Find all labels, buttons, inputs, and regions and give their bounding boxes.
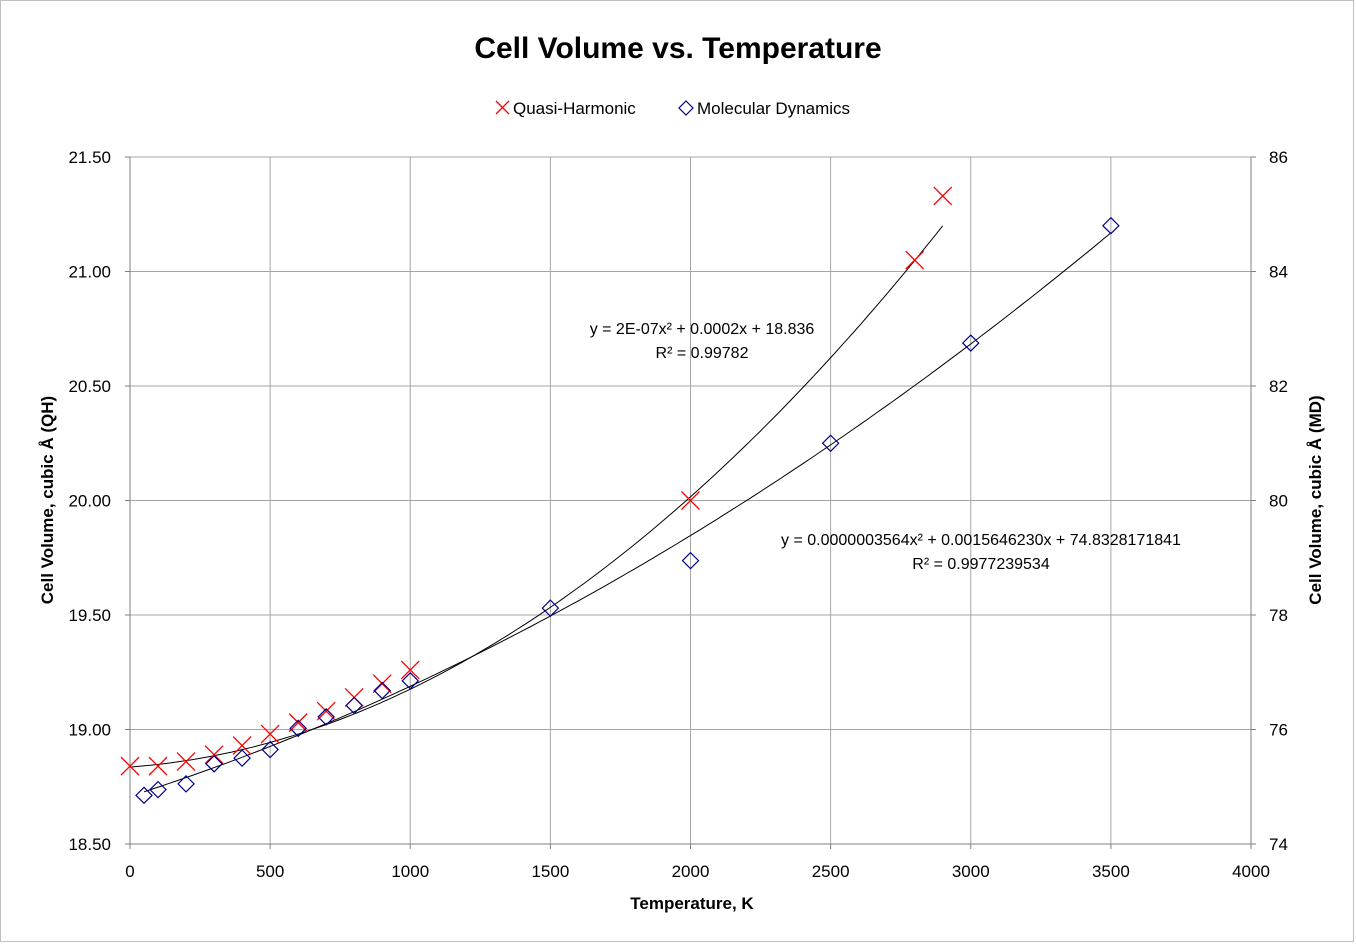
- chart-title: Cell Volume vs. Temperature: [474, 32, 881, 65]
- qh-point-stroke: [905, 250, 925, 270]
- x-axis-ticks: 0 500 1000 1500 2000 2500 3000 3500 4000: [125, 862, 1270, 881]
- qh-point: [288, 713, 308, 733]
- y-left-axis-ticks: 18.50 19.00 19.50 20.00 20.50 21.00 21.50: [68, 148, 111, 854]
- y-right-tick-label: 86: [1269, 148, 1288, 167]
- qh-point: [681, 491, 700, 510]
- axes: [125, 156, 1256, 849]
- md-point: [345, 696, 364, 715]
- y-right-tick-label: 76: [1269, 721, 1288, 740]
- qh-point: [372, 674, 392, 694]
- y-right-tick-label: 80: [1269, 492, 1288, 511]
- md-point: [233, 749, 251, 767]
- qh-point-stroke: [120, 756, 140, 776]
- md-point: [205, 755, 223, 773]
- qh-point: [232, 736, 252, 755]
- md-point: [317, 708, 336, 726]
- qh-point-stroke: [232, 736, 252, 755]
- legend-label-quasi-harmonic: Quasi-Harmonic: [513, 99, 636, 118]
- y-left-tick-label: 18.50: [68, 835, 111, 854]
- qh-point: [176, 752, 196, 772]
- y-right-tick-label: 84: [1269, 263, 1288, 282]
- md-point: [289, 719, 307, 738]
- x-tick-label: 2500: [812, 862, 850, 881]
- md-point: [961, 334, 980, 352]
- x-tick-label: 500: [256, 862, 284, 881]
- qh-point-stroke: [176, 752, 196, 772]
- qh-point-stroke: [933, 186, 953, 206]
- qh-trend-equation: y = 2E-07x² + 0.0002x + 18.836: [590, 321, 815, 338]
- trendlines: [129, 225, 1112, 793]
- md-point: [821, 434, 840, 453]
- qh-point: [204, 745, 224, 765]
- y-right-axis-title: Cell Volume, cubic Å (MD): [1306, 395, 1325, 604]
- qh-point-stroke: [204, 745, 224, 765]
- y-left-axis-title: Cell Volume, cubic Å (QH): [38, 396, 57, 604]
- md-point: [541, 599, 560, 617]
- y-right-tick-label: 78: [1269, 606, 1288, 625]
- qh-point-stroke: [316, 701, 336, 721]
- md-point: [1102, 216, 1120, 235]
- md-point: [261, 740, 279, 759]
- x-tick-label: 4000: [1232, 862, 1270, 881]
- y-right-tick-label: 82: [1269, 377, 1288, 396]
- legend-marker-molecular-dynamics: [678, 100, 694, 116]
- md-point: [149, 780, 167, 799]
- qh-point-stroke: [260, 724, 280, 744]
- qh-point-stroke: [148, 756, 168, 776]
- qh-point-stroke: [400, 660, 420, 680]
- data-points: [120, 186, 1120, 805]
- qh-trendline: [129, 225, 944, 768]
- qh-point-stroke: [372, 674, 392, 694]
- md-trend-equation: y = 0.0000003564x² + 0.0015646230x + 74.…: [781, 532, 1181, 549]
- qh-point: [933, 186, 953, 206]
- y-left-tick-label: 19.00: [68, 721, 111, 740]
- md-point: [135, 786, 153, 805]
- y-right-axis-ticks: 74 76 78 80 82 84 86: [1269, 148, 1288, 854]
- md-point: [401, 671, 420, 690]
- x-axis-title: Temperature, K: [630, 894, 754, 913]
- x-tick-label: 1500: [531, 862, 569, 881]
- md-trend-r-squared: R² = 0.9977239534: [912, 556, 1050, 573]
- legend-marker-quasi-harmonic: [495, 100, 510, 115]
- qh-point: [260, 724, 280, 744]
- y-left-tick-label: 20.00: [68, 492, 111, 511]
- md-point: [373, 681, 392, 700]
- y-left-tick-label: 21.50: [68, 148, 111, 167]
- x-tick-label: 3500: [1092, 862, 1130, 881]
- y-left-tick-label: 20.50: [68, 377, 111, 396]
- legend: Quasi-Harmonic Molecular Dynamics: [495, 99, 850, 118]
- qh-point: [400, 660, 420, 680]
- y-left-tick-label: 19.50: [68, 606, 111, 625]
- x-tick-label: 3000: [952, 862, 990, 881]
- x-tick-label: 2000: [672, 862, 710, 881]
- y-right-tick-label: 74: [1269, 835, 1288, 854]
- qh-point: [905, 250, 925, 270]
- legend-label-molecular-dynamics: Molecular Dynamics: [697, 99, 850, 118]
- md-point: [681, 551, 700, 570]
- qh-point: [148, 756, 168, 776]
- qh-point-stroke: [681, 491, 700, 510]
- qh-point: [316, 701, 336, 721]
- x-tick-label: 1000: [391, 862, 429, 881]
- y-left-tick-label: 21.00: [68, 263, 111, 282]
- md-point: [177, 775, 195, 793]
- md-trendline: [143, 232, 1112, 793]
- qh-point-stroke: [288, 713, 308, 733]
- qh-point: [120, 756, 140, 776]
- x-tick-label: 0: [125, 862, 134, 881]
- qh-trend-r-squared: R² = 0.99782: [656, 345, 749, 362]
